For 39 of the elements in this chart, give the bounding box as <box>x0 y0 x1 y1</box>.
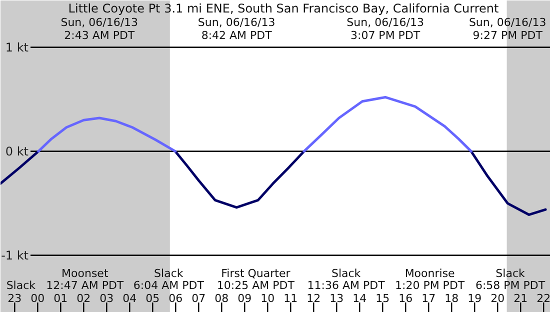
x-tick-label: 18 <box>444 292 459 305</box>
y-tick-label: -1 kt <box>1 248 29 262</box>
x-tick-label: 22 <box>536 292 550 305</box>
x-tick-label: 10 <box>260 292 275 305</box>
x-tick-label: 04 <box>122 292 137 305</box>
x-tick-label: 20 <box>490 292 505 305</box>
x-tick-label: 21 <box>514 292 528 305</box>
x-tick-label: 13 <box>330 292 344 305</box>
x-tick-label: 15 <box>376 292 390 305</box>
x-tick-label: 12 <box>306 292 321 305</box>
chart-title: Little Coyote Pt 3.1 mi ENE, South San Francisco Bay, California Current <box>68 2 499 16</box>
annotation: Sun, 06/16/13 3:07 PM PDT <box>346 16 424 42</box>
x-tick-label: 14 <box>352 292 367 305</box>
x-tick-label: 17 <box>422 292 436 305</box>
x-tick-label: 23 <box>8 292 22 305</box>
annotation: Moonset 12:47 AM PDT <box>46 267 124 292</box>
annotation: Sun, 06/16/13 9:27 PM PDT <box>468 16 546 42</box>
annotation: Moonrise 1:20 PM PDT <box>394 267 465 292</box>
x-tick-label: 02 <box>76 292 91 305</box>
x-tick-label: 16 <box>398 292 413 305</box>
x-tick-label: 03 <box>100 292 114 305</box>
annotation: Slack 6:04 AM PDT <box>133 267 204 292</box>
x-tick-label: 11 <box>284 292 298 305</box>
y-tick-label: 0 kt <box>5 144 29 158</box>
y-tick-label: 1 kt <box>5 40 29 54</box>
x-tick-label: 07 <box>192 292 206 305</box>
x-tick-label: 19 <box>468 292 482 305</box>
annotation: First Quarter 10:25 AM PDT <box>216 267 295 292</box>
annotation: Sun, 06/16/13 2:43 AM PDT <box>60 16 138 42</box>
x-tick-label: 01 <box>54 292 68 305</box>
x-tick-label: 06 <box>168 292 183 305</box>
x-tick-label: 08 <box>214 292 229 305</box>
x-tick-label: 00 <box>30 292 45 305</box>
annotation: Slack 11:36 AM PDT <box>307 267 386 292</box>
annotation: Slack 6:58 PM PDT <box>475 267 546 292</box>
annotation: Sun, 06/16/13 8:42 AM PDT <box>198 16 276 42</box>
x-tick-label: 09 <box>238 292 252 305</box>
annotation: Slack <box>6 279 36 292</box>
x-tick-label: 05 <box>146 292 160 305</box>
